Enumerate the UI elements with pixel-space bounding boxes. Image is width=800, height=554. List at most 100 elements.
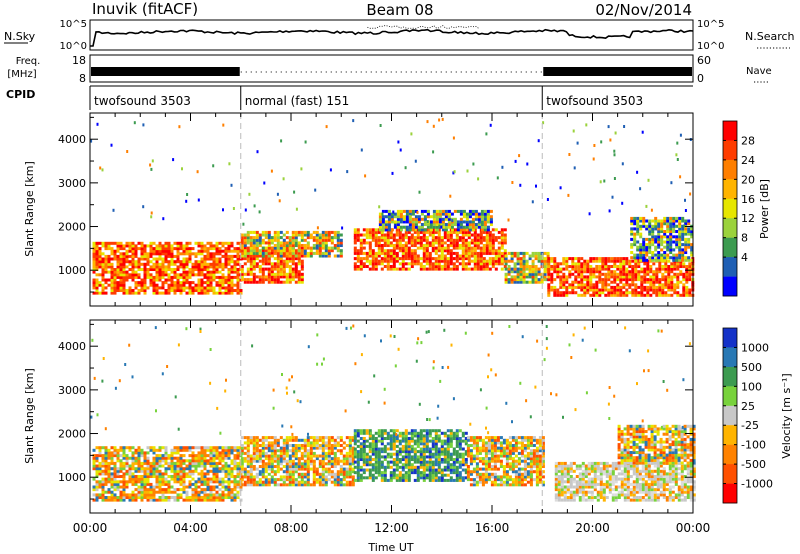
vel-echo-cell [125,472,129,476]
power-echo-cell [619,275,623,279]
power-echo-cell [500,259,504,263]
power-echo-cell [441,223,445,227]
power-echo-cell [339,254,343,258]
power-echo-cell [389,259,393,263]
power-scatter-cell [381,212,384,216]
power-echo-cell [273,267,277,271]
power-echo-cell [639,243,643,247]
power-echo-cell [252,236,256,240]
power-echo-cell [468,225,472,229]
vel-echo-cell [203,456,207,460]
power-echo-cell [197,291,201,295]
vel-echo-cell [345,436,349,440]
vel-echo-cell [324,478,328,482]
power-scatter-cell [592,157,595,161]
power-echo-cell [294,262,298,266]
power-echo-cell [497,230,501,234]
power-echo-cell [516,262,520,266]
power-echo-cell [276,270,280,274]
vel-echo-cell [249,470,253,474]
power-echo-cell [613,275,617,279]
vel-echo-cell [240,467,244,471]
power-echo-cell [125,260,129,264]
vel-echo-cell [261,436,265,440]
power-echo-cell [389,254,393,258]
vel-echo-cell [348,436,352,440]
power-echo-cell [309,236,313,240]
power-echo-cell [140,257,144,261]
noise-left-tick-bottom: 10^0 [60,41,87,52]
power-echo-cell [143,289,147,293]
power-echo-cell [149,249,153,253]
power-scatter-cell [399,148,402,152]
freq-label-top: Freq. [16,56,41,67]
power-echo-cell [200,273,204,277]
power-echo-cell [264,236,268,240]
power-scatter-cell [650,208,653,212]
vel-echo-cell [206,488,210,492]
power-echo-cell [392,259,396,263]
power-echo-cell [547,272,551,276]
power-echo-cell [380,251,384,255]
power-echo-cell [595,283,599,287]
power-echo-cell [134,254,138,258]
vel-echo-cell [246,449,250,453]
power-scatter-cell [451,219,454,223]
power-echo-cell [267,251,271,255]
power-echo-cell [246,249,250,253]
power-echo-cell [389,265,393,269]
power-echo-cell [149,247,153,251]
power-echo-cell [125,291,129,295]
vel-echo-cell [179,464,183,468]
power-echo-cell [167,254,171,258]
power-echo-cell [425,244,429,248]
vel-echo-cell [179,482,183,486]
nave-label: Nave [746,66,772,77]
power-echo-cell [362,228,366,232]
power-echo-cell [398,236,402,240]
vel-echo-cell [167,488,171,492]
power-scatter-cell [546,198,549,201]
vel-echo-cell [131,459,135,463]
power-echo-cell [206,291,210,295]
vel-echo-cell [137,459,141,463]
vel-echo-cell [368,434,372,438]
vel-echo-cell [348,472,352,476]
power-echo-cell [137,262,141,266]
power-echo-cell [134,249,138,253]
vel-echo-cell [351,454,355,458]
power-echo-cell [681,216,685,220]
vel-echo-cell [261,472,265,476]
power-echo-cell [191,281,195,285]
power-echo-cell [580,293,584,297]
vel-echo-cell [365,476,369,480]
vel-echo-cell [146,496,150,500]
power-echo-cell [467,241,471,245]
vel-echo-cell [276,483,280,487]
power-echo-cell [276,246,280,250]
power-echo-cell [583,259,587,263]
power-echo-cell [684,243,688,247]
power-echo-cell [537,259,541,263]
power-cpid-dividers [240,113,543,306]
vel-echo-cell [155,464,159,468]
power-echo-cell [95,241,99,245]
power-echo-cell [339,244,343,248]
vel-echo-cell [125,464,129,468]
power-echo-cell [134,291,138,295]
power-y-tick-label-3: 4000 [58,133,86,146]
vel-echo-cell [321,465,325,469]
vel-echo-cell [389,471,393,475]
power-echo-cell [395,238,399,242]
power-echo-cell [673,285,677,289]
power-echo-cell [639,216,643,220]
power-echo-cell [336,254,340,258]
power-scatter-cell [304,140,307,144]
power-echo-cell [113,291,117,295]
vel-echo-cell [155,475,159,479]
power-echo-cell [619,262,623,266]
vel-echo-cell [110,490,114,494]
power-echo-cell [303,254,307,258]
power-echo-cell [419,241,423,245]
power-echo-cell [110,249,114,253]
